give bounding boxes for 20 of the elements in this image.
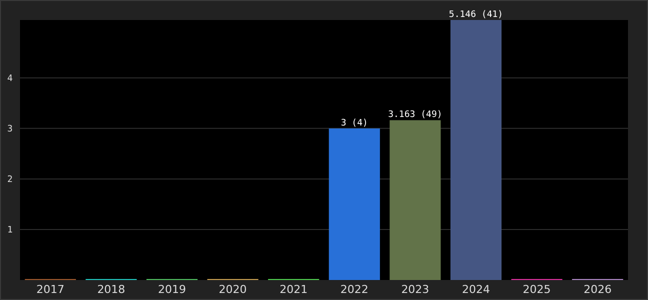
x-tick-label: 2019	[158, 283, 186, 296]
x-tick-label: 2024	[462, 283, 490, 296]
bar	[328, 128, 380, 280]
y-tick-label: 1	[7, 226, 13, 236]
x-tick-label: 2020	[218, 283, 247, 296]
x-tick-label: 2025	[522, 283, 551, 296]
x-tick-label: 2026	[584, 283, 612, 296]
data-label: 3.163 (49)	[388, 110, 442, 120]
data-label: 5.146 (41)	[448, 10, 504, 20]
x-tick-label: 2018	[97, 283, 126, 296]
x-tick-label: 2022	[340, 283, 368, 296]
y-tick-label: 3	[7, 124, 13, 135]
y-tick-label: 2	[7, 175, 13, 186]
bar	[390, 120, 441, 280]
bar	[450, 20, 502, 280]
y-tick-label: 4	[7, 74, 13, 84]
x-tick-label: 2023	[401, 283, 430, 296]
x-tick-label: 2021	[280, 283, 308, 296]
data-label: 3 (4)	[340, 118, 368, 128]
x-tick-label: 2017	[36, 283, 64, 296]
